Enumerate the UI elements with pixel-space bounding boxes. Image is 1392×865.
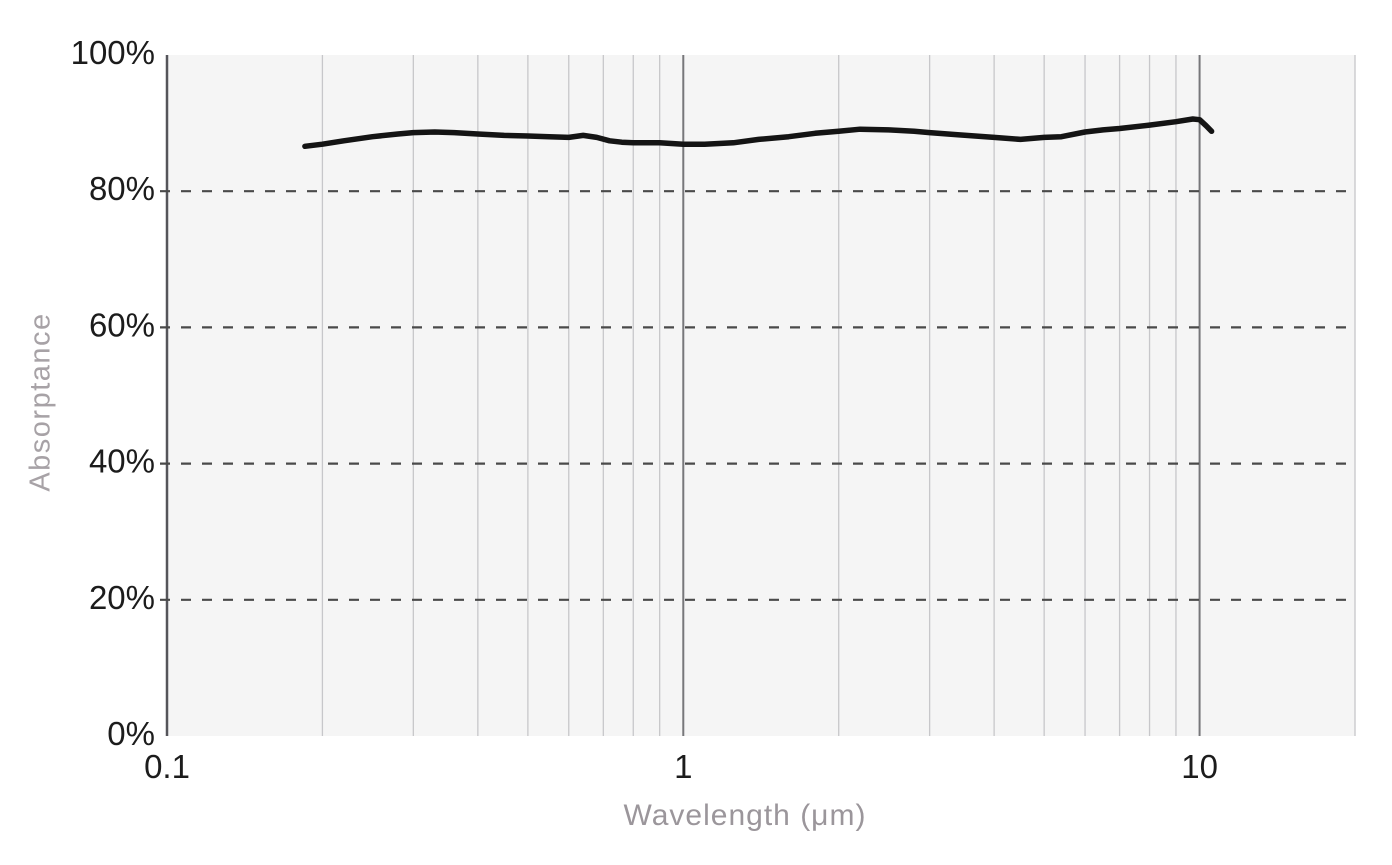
y-axis-title: Absorptance (24, 312, 57, 492)
y-tick-label: 80% (89, 170, 155, 207)
x-tick-label: 10 (1181, 748, 1218, 785)
x-axis-title: Wavelength (μm) (623, 799, 867, 832)
x-tick-label: 0.1 (144, 748, 190, 785)
x-tick-label: 1 (674, 748, 692, 785)
plot-area (167, 55, 1355, 736)
y-tick-label: 20% (89, 579, 155, 616)
y-tick-label: 60% (89, 306, 155, 343)
absorptance-line (302, 116, 1215, 150)
y-tick-label: 40% (89, 443, 155, 480)
y-tick-label: 100% (71, 34, 155, 71)
y-tick-label: 0% (107, 715, 155, 752)
